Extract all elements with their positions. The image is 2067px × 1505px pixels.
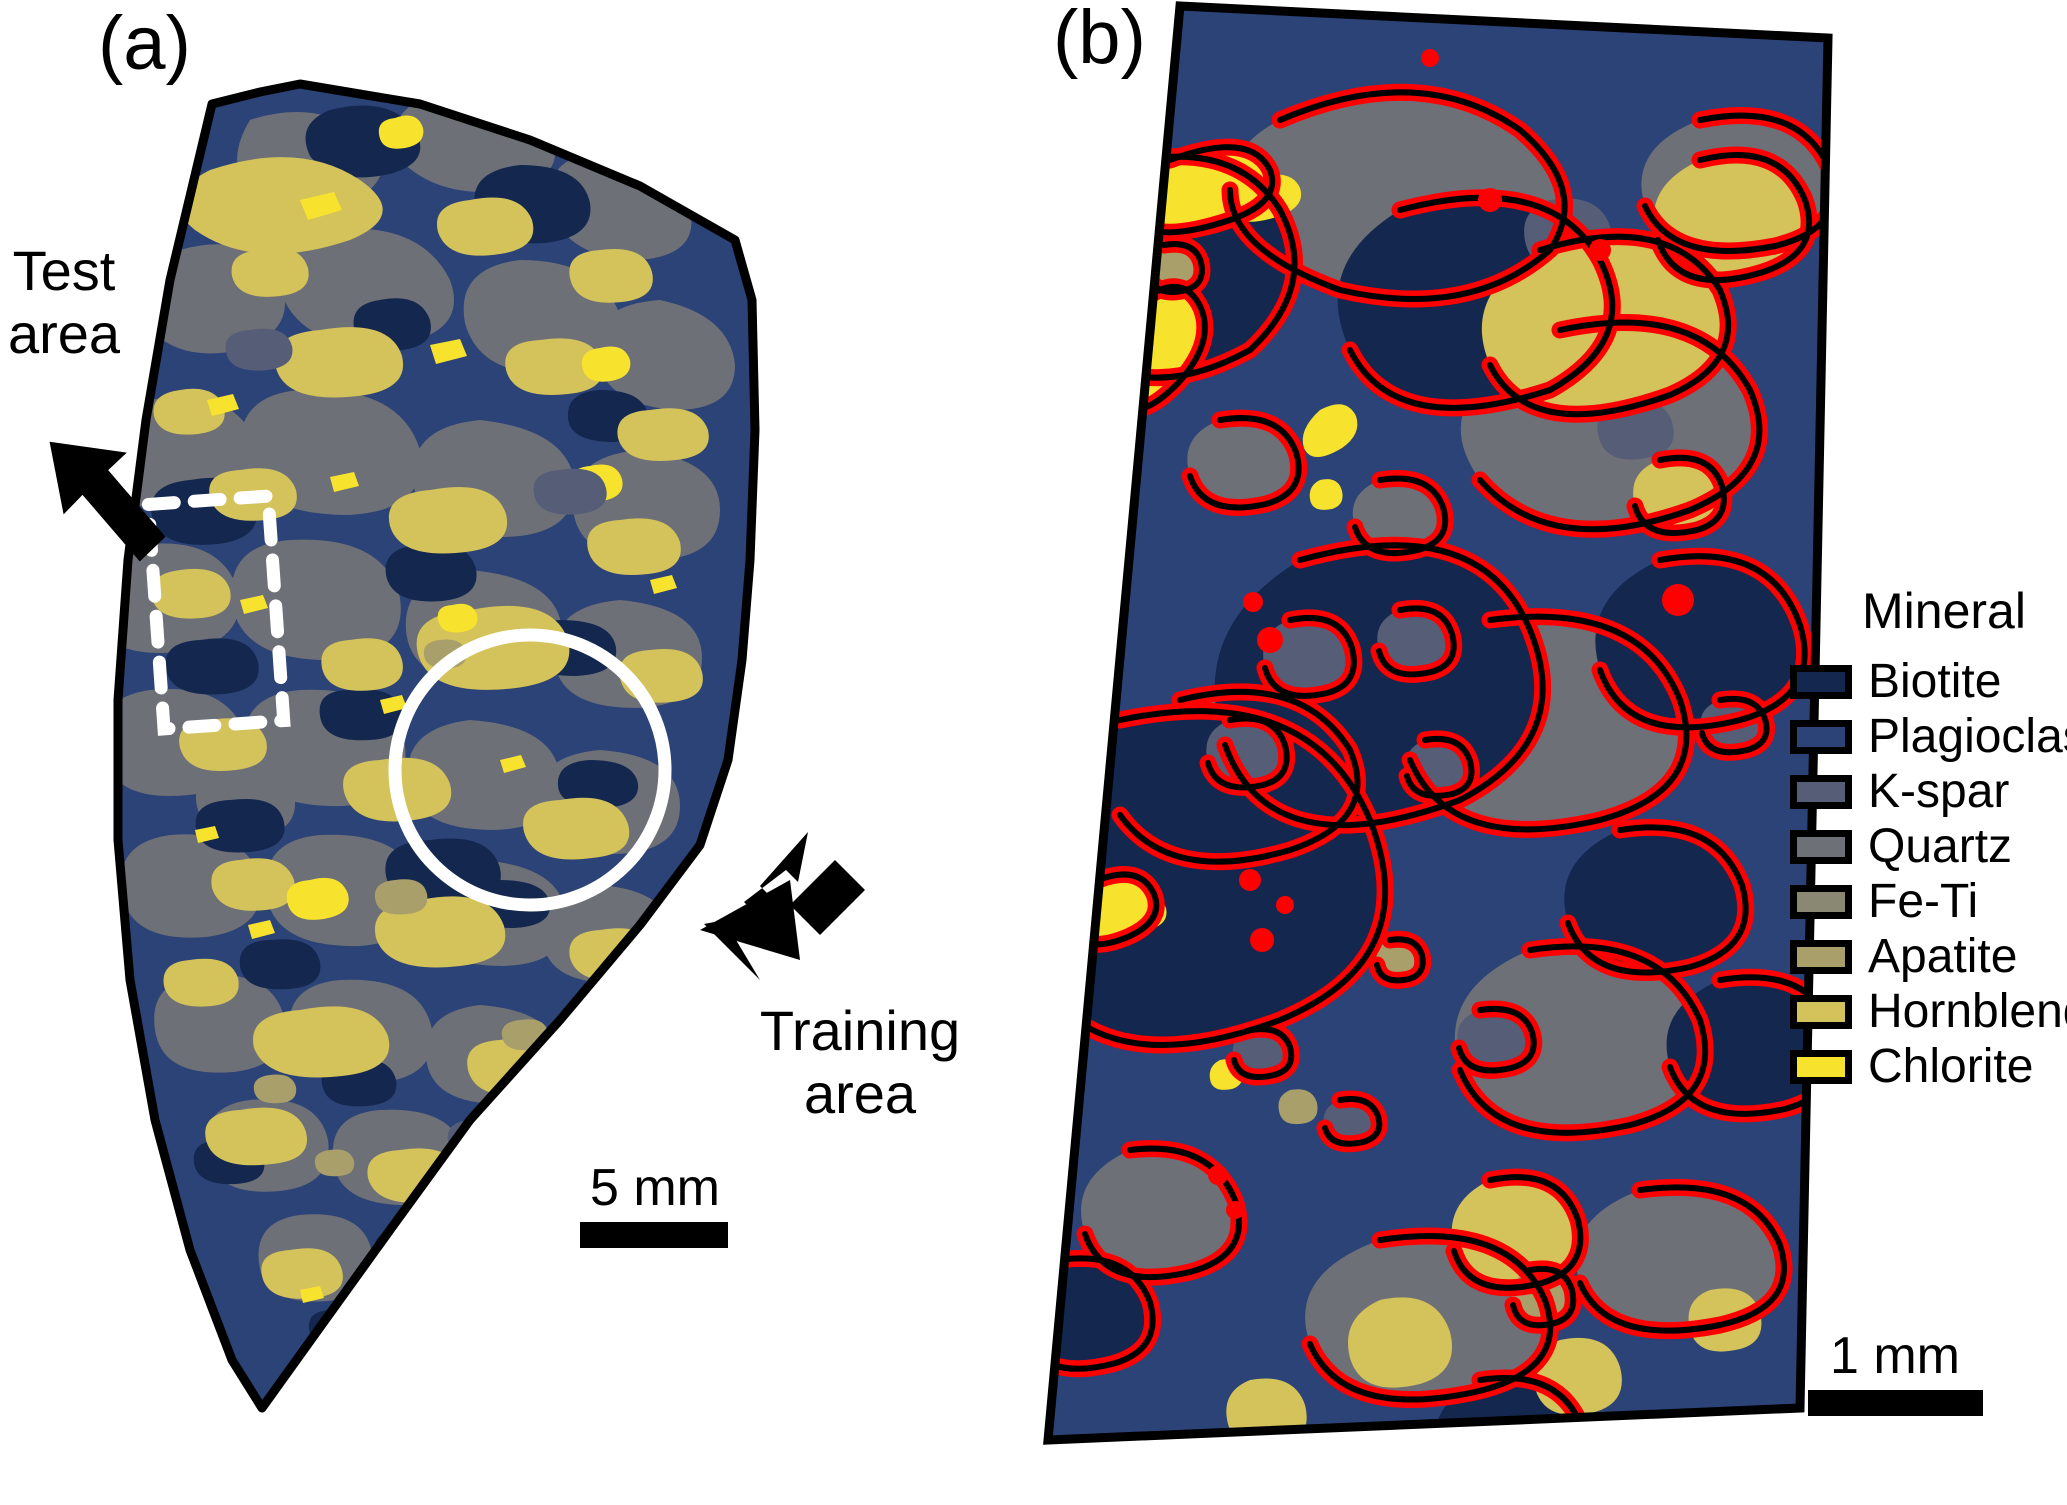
scalebar-panel-a-bar — [580, 1222, 728, 1248]
training-area-arrow-body — [790, 860, 865, 935]
legend-label-quartz: Quartz — [1868, 819, 2013, 873]
legend-swatch-quartz — [1790, 829, 1852, 864]
legend-swatch-k-spar — [1790, 774, 1852, 809]
training-area-line-1: Training — [759, 999, 961, 1062]
legend-item-k-spar: K-spar — [1790, 764, 2067, 819]
panel-b-label: (b) — [1053, 0, 1146, 80]
legend-label-biotite: Biotite — [1868, 654, 2002, 708]
panel-a-label: (a) — [98, 1, 191, 86]
legend-swatch-biotite — [1790, 664, 1852, 699]
mineral-legend: Mineral BiotitePlagioclaseK-sparQuartzFe… — [1790, 586, 2067, 1094]
legend-rows: BiotitePlagioclaseK-sparQuartzFe-TiApati… — [1790, 654, 2067, 1094]
test-area-line-2: area — [7, 301, 121, 365]
test-area-arrow — [49, 441, 166, 562]
legend-swatch-hornblende — [1790, 994, 1852, 1029]
training-area-arrow-head — [700, 880, 800, 960]
legend-swatch-apatite — [1790, 939, 1852, 974]
legend-swatch-plagioclase — [1790, 719, 1852, 754]
scalebar-panel-a-label: 5 mm — [590, 1159, 720, 1217]
legend-label-fe-ti: Fe-Ti — [1868, 874, 1979, 928]
scalebar-panel-b: 1 mm — [1795, 1330, 1995, 1416]
legend-item-hornblende: Hornblende — [1790, 984, 2067, 1039]
legend-item-apatite: Apatite — [1790, 929, 2067, 984]
legend-swatch-fe-ti — [1790, 884, 1852, 919]
scalebar-panel-b-label: 1 mm — [1830, 1327, 1960, 1385]
test-area-line-1: Test — [12, 239, 116, 302]
panel-b-map — [1043, 1, 1833, 1445]
legend-item-quartz: Quartz — [1790, 819, 2067, 874]
legend-label-k-spar: K-spar — [1868, 764, 2010, 818]
test-area-marker — [141, 489, 291, 736]
legend-item-fe-ti: Fe-Ti — [1790, 874, 2067, 929]
scalebar-panel-b-bar — [1807, 1390, 1983, 1416]
panel-a-outline — [113, 79, 760, 1413]
training-area-line-2: area — [803, 1061, 917, 1125]
legend-swatch-chlorite — [1790, 1049, 1852, 1084]
test-area-label: Test area — [0, 239, 128, 365]
training-area-marker — [388, 628, 672, 912]
legend-label-plagioclase: Plagioclase — [1868, 709, 2067, 763]
training-area-label: Training area — [710, 999, 1010, 1125]
legend-item-biotite: Biotite — [1790, 654, 2067, 709]
legend-label-chlorite: Chlorite — [1868, 1039, 2034, 1093]
legend-label-hornblende: Hornblende — [1868, 984, 2067, 1038]
legend-item-chlorite: Chlorite — [1790, 1039, 2067, 1094]
legend-label-apatite: Apatite — [1868, 929, 2018, 983]
legend-title: Mineral — [1862, 583, 2026, 639]
scalebar-panel-a: 5 mm — [570, 1162, 740, 1248]
panel-b-outline — [1043, 1, 1833, 1445]
legend-item-plagioclase: Plagioclase — [1790, 709, 2067, 764]
panel-a-map — [49, 79, 865, 1413]
